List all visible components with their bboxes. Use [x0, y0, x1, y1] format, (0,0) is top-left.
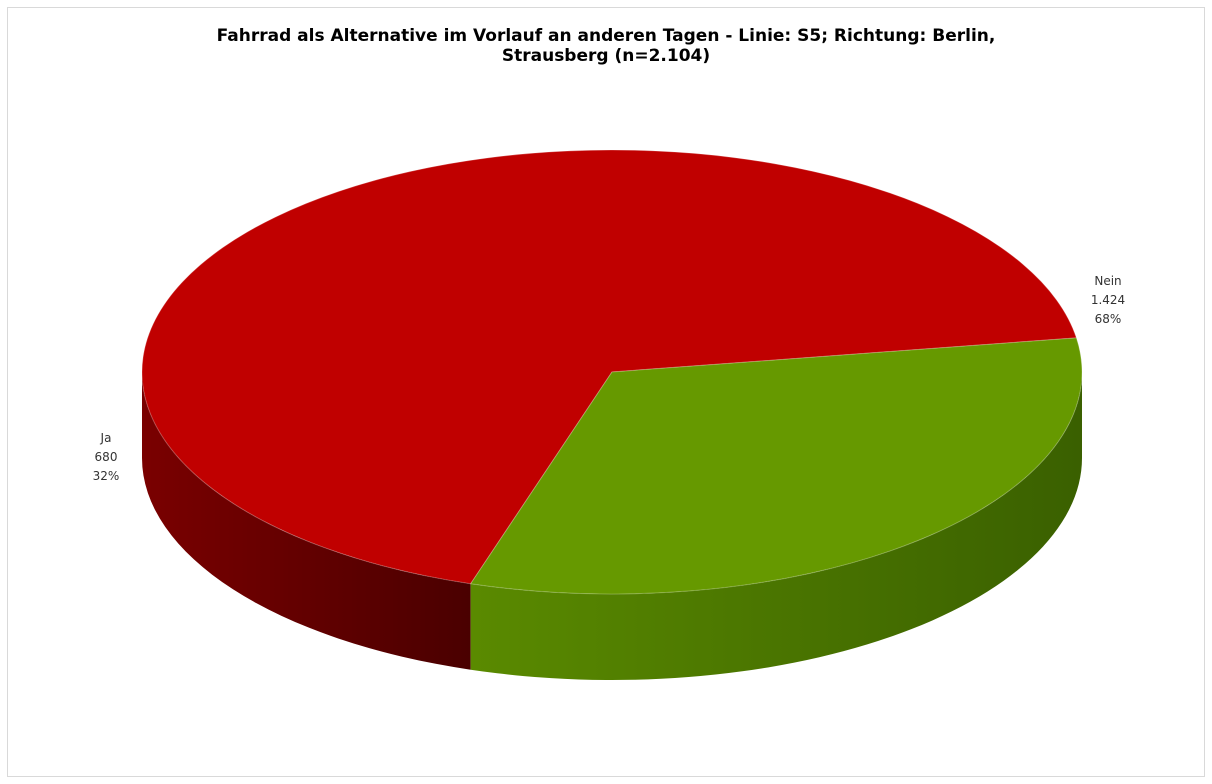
pie-side-nein — [142, 372, 471, 670]
data-label-nein-slice-value: 1.424 — [1091, 293, 1125, 307]
data-label-ja-slice-name: Ja — [100, 431, 112, 445]
data-label-nein-slice-percent: 68% — [1095, 312, 1122, 326]
pie-slice-ja — [469, 337, 1083, 595]
chart-title-line-2: Strausberg (n=2.104) — [501, 46, 711, 66]
pie-slice-nein — [141, 149, 1078, 585]
pie-side-ja — [470, 372, 1082, 680]
data-label-ja-slice-value: 680 — [95, 450, 118, 464]
chart-title: Fahrrad als Alternative im Vorlauf an an… — [0, 26, 1212, 66]
data-label-nein-slice-name: Nein — [1094, 274, 1121, 288]
data-label-ja-slice-percent: 32% — [93, 469, 120, 483]
chart-title-line-1: Fahrrad als Alternative im Vorlauf an an… — [216, 26, 996, 46]
